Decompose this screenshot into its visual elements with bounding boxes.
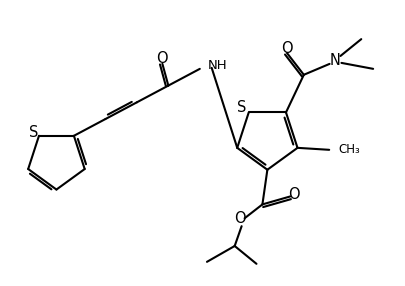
Text: S: S <box>237 100 246 115</box>
Text: NH: NH <box>207 59 227 72</box>
Text: O: O <box>288 187 299 202</box>
Text: CH₃: CH₃ <box>337 143 359 156</box>
Text: S: S <box>29 125 38 140</box>
Text: O: O <box>156 51 168 66</box>
Text: O: O <box>233 211 245 226</box>
Text: O: O <box>281 41 292 55</box>
Text: N: N <box>329 53 340 68</box>
